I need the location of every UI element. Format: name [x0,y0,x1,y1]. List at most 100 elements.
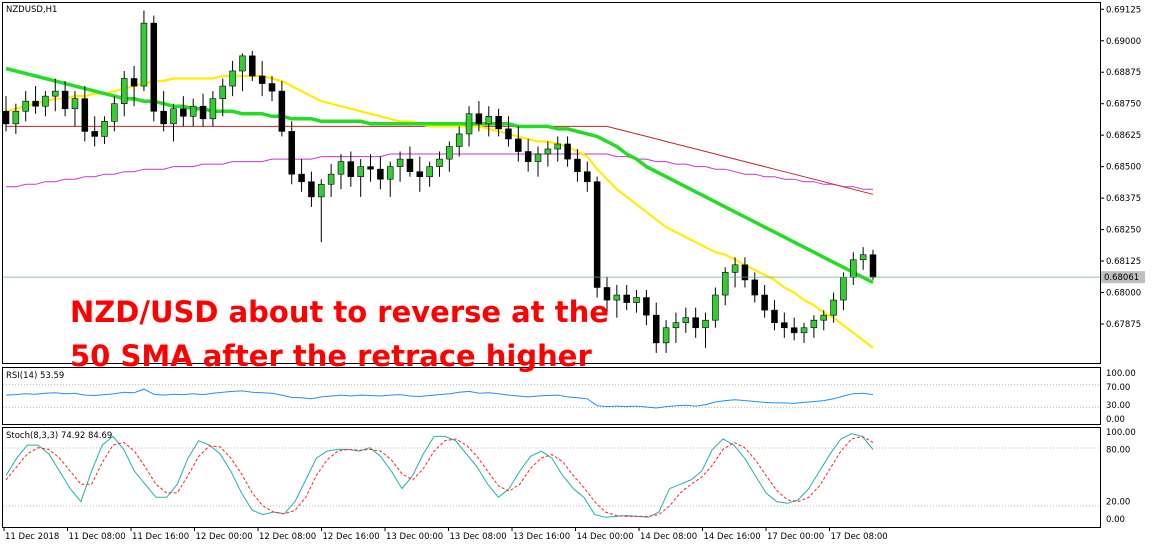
candle-bullish [337,161,345,175]
candle-bearish [288,131,295,175]
candle-bearish [475,113,483,125]
candle-bearish [515,138,522,152]
candle-bearish [416,171,424,178]
candle-bullish [12,110,20,125]
candle-bullish [485,115,493,125]
candle-bearish [298,173,305,183]
candle-bullish [111,103,118,122]
candle-bullish [662,327,670,344]
candle-bullish [140,22,148,87]
candle-bearish [652,314,660,344]
candle-bullish [71,98,79,110]
time-axis: 11 Dec 2018 11 Dec 08:00 11 Dec 16:00 12 De… [3,527,888,542]
candles [2,10,877,353]
candle-bearish [643,297,650,316]
candle-bearish [160,110,167,125]
candle-bearish [741,264,749,281]
candle-bullish [859,254,867,261]
stoch-k-line [5,433,874,518]
rsi-tick-label: 30.00 [1106,401,1130,411]
time-tick-label: 12 Dec 00:00 [196,532,253,542]
candle-bullish [810,319,818,329]
candle-bearish [593,181,601,288]
candle-bearish [524,151,532,162]
stoch-tick-label: 100.00 [1106,428,1136,438]
candle-bearish [81,98,89,132]
rsi-line [5,388,874,409]
candle-bearish [761,294,768,311]
rsi-series [5,388,874,409]
candle-bearish [61,90,69,110]
candle-bearish [406,158,414,172]
candle-bearish [377,168,384,180]
candle-bullish [830,299,837,316]
candle-bullish [170,108,177,125]
candle-bearish [623,294,630,303]
candle-bearish [367,166,374,170]
price-tick-label: 0.68125 [1106,257,1141,267]
candle-bearish [91,131,98,137]
price-axis: 0.69125 0.69000 0.68875 0.68750 0.68625 0.685… [1100,5,1141,525]
candle-bearish [278,90,286,132]
candle-bearish [130,78,138,87]
candle-bullish [800,327,808,334]
candle-bullish [465,113,473,135]
candle-bearish [505,128,512,140]
candle-bearish [564,143,571,160]
candle-bullish [682,317,690,324]
candle-bearish [347,161,355,178]
time-tick-label: 14 Dec 08:00 [640,532,697,542]
candle-bullish [120,78,128,104]
rsi-tick-label: 70.00 [1106,383,1130,393]
candle-bullish [840,277,847,301]
time-tick-label: 14 Dec 16:00 [704,532,761,542]
candle-bearish [199,105,207,120]
stoch-panel [2,427,1101,528]
candle-bearish [258,75,266,84]
current-price-value: 0.68061 [1104,273,1139,283]
rsi-tick-label: 0.00 [1106,415,1125,425]
price-tick-label: 0.68750 [1106,100,1141,110]
time-tick-label: 12 Dec 08:00 [259,532,316,542]
candle-bullish [318,183,325,198]
candle-bearish [268,83,276,92]
candle-bullish [22,100,29,112]
rsi-tick-label: 100.00 [1106,369,1136,379]
price-tick-label: 0.67875 [1106,320,1141,330]
candle-bullish [702,319,709,329]
stoch-series [5,433,874,518]
sma-yellow-line [5,74,874,349]
candle-bearish [495,115,502,130]
candle-bullish [239,55,246,72]
price-tick-label: 0.68250 [1106,226,1141,236]
stoch-label: Stoch(8,3,3) 74.92 84.69 [6,431,112,441]
chart-title: NZDUSD,H1 [6,5,57,15]
candle-bullish [396,158,404,167]
candle-bearish [869,254,877,278]
candle-bullish [426,166,433,178]
price-tick-label: 0.69000 [1106,37,1141,47]
candle-bullish [544,148,552,155]
candle-bullish [446,146,453,160]
price-tick-label: 0.68875 [1106,68,1141,78]
candle-bullish [101,121,108,137]
current-price-badge [1101,271,1145,284]
price-tick-label: 0.68000 [1106,289,1141,299]
candle-bullish [721,272,729,296]
time-tick-label: 17 Dec 08:00 [831,532,888,542]
candle-bullish [554,143,561,150]
candle-bullish [189,105,197,117]
candle-bearish [771,309,778,324]
candle-bullish [534,153,542,162]
time-tick-label: 12 Dec 16:00 [323,532,380,542]
main-panel [2,2,1101,364]
candle-bearish [249,55,256,77]
stoch-tick-label: 0.00 [1106,515,1125,525]
candle-bullish [633,297,640,303]
annotation-line-1: NZD/USD about to reverse at the [70,295,609,329]
time-tick-label: 11 Dec 16:00 [132,532,189,542]
candle-bearish [574,158,581,172]
candle-bearish [584,171,591,183]
candle-bullish [850,259,857,278]
